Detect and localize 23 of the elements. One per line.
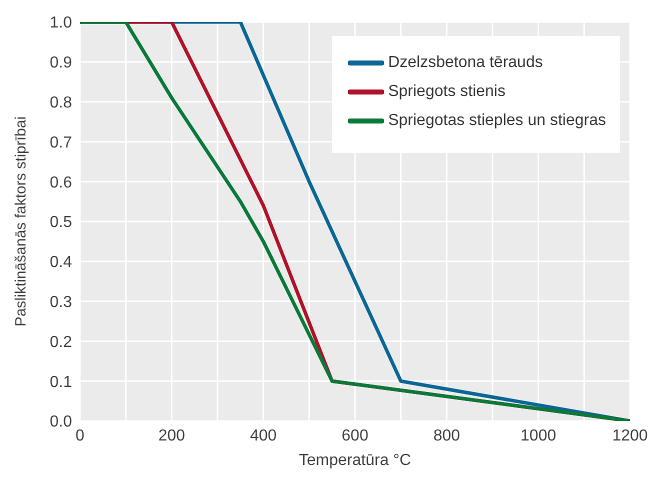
- x-tick-label: 1000: [520, 427, 556, 444]
- x-axis-title: Temperatūra °C: [298, 452, 412, 469]
- y-tick-label: 1.0: [50, 14, 72, 32]
- legend-label: Spriegots stienis: [388, 82, 506, 100]
- y-tick-label: 0.4: [50, 254, 72, 272]
- x-tick-label: 800: [433, 427, 460, 444]
- x-tick-label: 1200: [612, 427, 648, 444]
- x-tick-label: 200: [158, 427, 186, 444]
- y-tick-label: 0.0: [50, 414, 72, 431]
- y-axis-title: Pasliktināšanās faktors stiprībai: [12, 116, 30, 327]
- y-tick-label: 0.2: [50, 334, 72, 351]
- x-tick-label: 0: [76, 427, 85, 444]
- y-tick-label: 0.8: [50, 94, 72, 112]
- x-tick-label: 600: [342, 427, 368, 444]
- y-tick-label: 0.7: [50, 134, 72, 152]
- y-tick-label: 0.9: [50, 54, 72, 72]
- y-tick-label: 0.5: [50, 214, 72, 232]
- y-tick-label: 0.6: [50, 174, 72, 192]
- legend-label: Spriegotas stieples un stiegras: [388, 112, 606, 130]
- y-tick-label: 0.3: [50, 294, 72, 311]
- legend-label: Dzelzsbetona tērauds: [388, 54, 543, 72]
- x-tick-label: 400: [250, 427, 277, 444]
- y-tick-label: 0.1: [50, 374, 72, 391]
